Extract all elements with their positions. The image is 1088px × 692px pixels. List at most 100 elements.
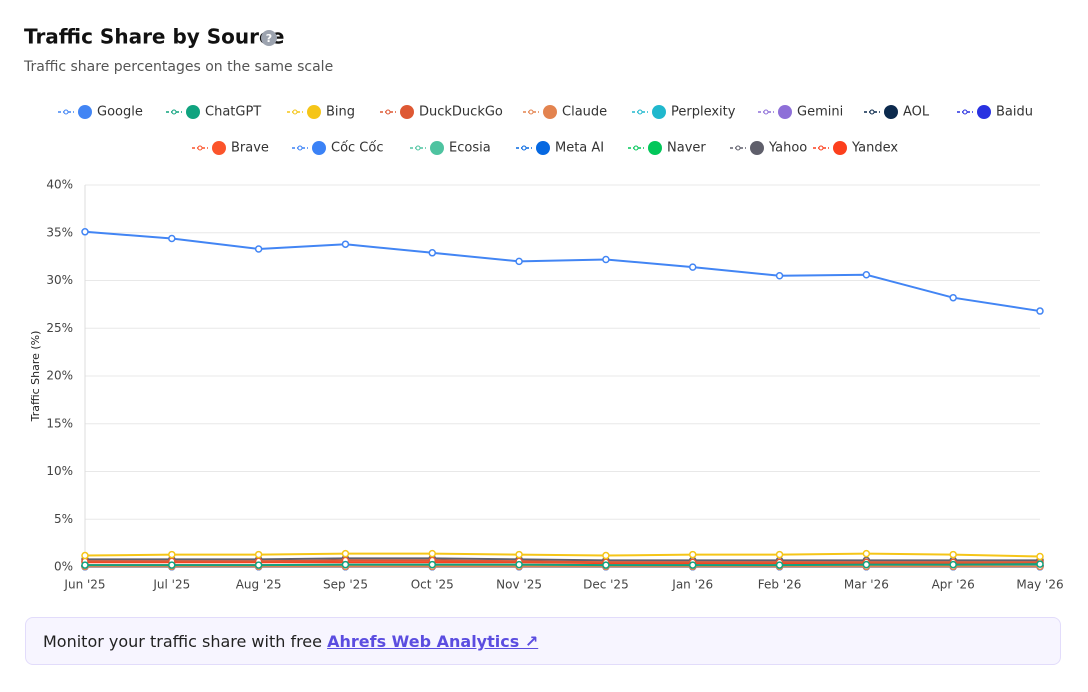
series-line: [85, 563, 1041, 567]
legend-item[interactable]: Yandex: [813, 141, 898, 156]
data-point: [862, 560, 871, 569]
legend-item[interactable]: Meta AI: [516, 141, 604, 156]
legend-icon: [536, 141, 550, 155]
legend-icon: [212, 141, 226, 155]
legend-icon: [648, 141, 662, 155]
data-point: [862, 549, 871, 558]
legend-icon: [977, 105, 991, 119]
legend-dot: [197, 145, 203, 151]
legend-icon: [750, 141, 764, 155]
legend-item[interactable]: ChatGPT: [166, 105, 261, 120]
data-point: [602, 551, 610, 560]
legend-dot: [735, 145, 741, 151]
data-point: [1036, 560, 1044, 568]
legend-dot: [415, 145, 421, 151]
legend-item[interactable]: Naver: [628, 141, 706, 156]
data-point: [341, 240, 350, 248]
data-point: [168, 561, 176, 569]
legend-item[interactable]: Baidu: [957, 105, 1033, 120]
legend-label: Perplexity: [671, 105, 736, 120]
legend-label: Claude: [562, 105, 607, 120]
x-tick-label: Feb '26: [758, 578, 802, 592]
x-tick-label: Apr '26: [932, 578, 975, 592]
chart-title: Traffic Share by Source: [24, 25, 284, 49]
data-point: [775, 550, 784, 559]
data-point: [949, 550, 957, 559]
legend-dot: [818, 145, 824, 151]
legend-icon: [400, 105, 414, 119]
data-point: [341, 560, 350, 569]
legend-item[interactable]: DuckDuckGo: [380, 105, 503, 120]
data-point: [1036, 307, 1044, 315]
chart: Traffic Share by Source ? Traffic share …: [23, 25, 1064, 592]
data-point: [254, 550, 263, 559]
y-tick-label: 40%: [46, 178, 73, 192]
legend-label: Ecosia: [449, 141, 491, 156]
legend-item[interactable]: Cốc Cốc: [292, 141, 384, 156]
legend-label: Brave: [231, 141, 269, 156]
legend-icon: [312, 141, 326, 155]
legend-label: Cốc Cốc: [331, 141, 384, 156]
legend-dot: [633, 145, 639, 151]
legend-icon: [543, 105, 557, 119]
data-point: [515, 560, 523, 569]
data-point: [515, 550, 523, 559]
banner-link[interactable]: Ahrefs Web Analytics ↗: [327, 632, 539, 651]
legend-dot: [763, 109, 769, 115]
promo-banner: Monitor your traffic share with free Ahr…: [25, 617, 1061, 665]
legend-icon: [833, 141, 847, 155]
legend-dot: [528, 109, 534, 115]
series-line: [84, 230, 1041, 313]
y-tick-label: 15%: [46, 416, 73, 430]
legend-dot: [297, 145, 303, 151]
legend-icon: [186, 105, 200, 119]
help-icon[interactable]: ?: [261, 30, 277, 46]
data-point: [81, 551, 89, 560]
data-point: [428, 560, 437, 569]
x-tick-label: Oct '25: [411, 578, 454, 592]
legend-icon: [78, 105, 92, 119]
legend-label: Yandex: [851, 141, 898, 156]
x-tick-label: Dec '25: [583, 578, 629, 592]
x-tick-label: May '26: [1016, 578, 1063, 592]
legend-dot: [637, 109, 643, 115]
y-tick-label: 35%: [46, 225, 73, 239]
legend-icon: [778, 105, 792, 119]
y-tick-label: 5%: [54, 512, 73, 526]
data-point: [168, 550, 176, 559]
data-point: [688, 550, 697, 559]
legend-item[interactable]: AOL: [864, 105, 930, 120]
legend-label: Yahoo: [768, 141, 807, 156]
y-tick-label: 25%: [46, 321, 73, 335]
legend-dot: [292, 109, 298, 115]
legend-item[interactable]: Gemini: [758, 105, 843, 120]
y-tick-label: 20%: [46, 369, 73, 383]
data-point: [81, 561, 89, 569]
x-tick-label: Mar '26: [844, 578, 889, 592]
legend-dot: [521, 145, 527, 151]
data-point: [602, 255, 610, 264]
legend-dot: [385, 109, 391, 115]
legend-dot: [63, 109, 69, 115]
legend-item[interactable]: Claude: [523, 105, 607, 120]
data-point: [949, 560, 957, 569]
data-point: [688, 263, 697, 271]
legend-label: Google: [97, 105, 143, 120]
legend-item[interactable]: Brave: [192, 141, 269, 156]
data-point: [949, 293, 957, 302]
legend-item[interactable]: Bing: [287, 105, 355, 120]
legend-item[interactable]: Yahoo: [730, 141, 807, 156]
x-tick-label: Jul '25: [152, 578, 190, 592]
data-point: [168, 234, 176, 243]
legend-item[interactable]: Google: [58, 105, 143, 120]
data-point: [428, 549, 437, 558]
legend-item[interactable]: Perplexity: [632, 105, 736, 120]
data-point: [515, 257, 523, 266]
data-point: [254, 561, 263, 569]
legend-item[interactable]: Ecosia: [410, 141, 491, 156]
legend-dot: [962, 109, 968, 115]
legend-label: Gemini: [797, 105, 843, 120]
x-tick-label: Aug '25: [236, 578, 282, 592]
legend-label: DuckDuckGo: [419, 105, 503, 120]
data-point: [81, 228, 89, 236]
